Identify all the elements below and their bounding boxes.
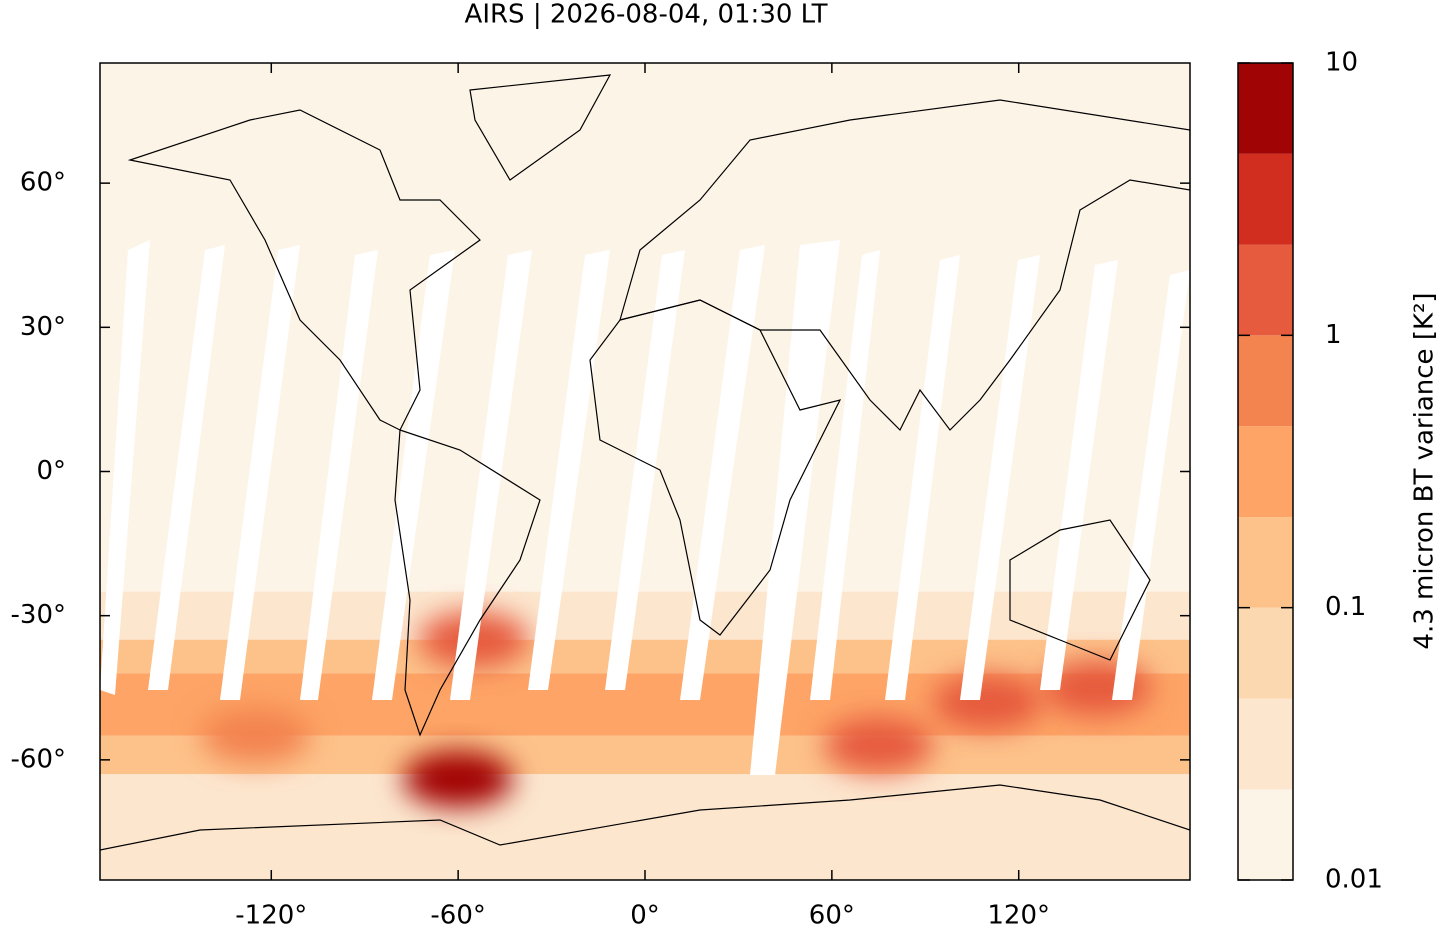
hotspot: [932, 674, 1043, 731]
swath-gap: [680, 245, 765, 700]
colorbar-tick-label: 0.01: [1325, 865, 1383, 895]
colorbar-swatch: [1238, 607, 1293, 699]
colorbar-swatch: [1238, 244, 1293, 336]
y-tick-label: 0°: [36, 456, 66, 486]
swath-gap: [605, 250, 685, 690]
swath-gap: [810, 250, 880, 700]
swath-gap: [450, 250, 532, 700]
swath-gap: [300, 250, 378, 700]
hotspot: [823, 717, 934, 774]
swath-gap: [372, 250, 455, 700]
field-band: [100, 774, 1190, 818]
coastline: [619, 99, 1190, 432]
swath-gap: [960, 255, 1040, 700]
x-tick-label: -60°: [430, 901, 485, 931]
swath-gap: [1040, 260, 1118, 690]
colorbar-tick-label: 10: [1325, 48, 1358, 78]
hotspot: [200, 707, 311, 764]
coastline: [127, 109, 481, 431]
colorbar-swatch: [1238, 517, 1293, 608]
colorbar-tick-label: 0.1: [1325, 592, 1366, 622]
field-band: [100, 817, 1190, 880]
field-band: [100, 591, 1190, 640]
swath-gap: [1112, 270, 1190, 700]
y-tick-label: -60°: [11, 744, 66, 774]
x-tick-label: 60°: [809, 901, 855, 931]
hotspot: [403, 751, 514, 808]
y-tick-label: 60°: [20, 168, 66, 198]
field-layer: [100, 63, 1190, 880]
coastlines: [100, 74, 1190, 851]
colorbar-frame: [1237, 62, 1294, 881]
colorbar-label: 4.3 micron BT variance [K²]: [1410, 292, 1440, 649]
x-tick-label: -120°: [235, 901, 307, 931]
coastline: [469, 74, 612, 181]
x-tick-label: 0°: [630, 901, 660, 931]
y-tick-label: -30°: [11, 600, 66, 630]
colorbar-swatch: [1238, 789, 1293, 880]
swath-gap: [100, 240, 150, 695]
x-tick-label: 120°: [987, 901, 1050, 931]
chart-title: AIRS | 2026-08-04, 01:30 LT: [465, 0, 828, 30]
swath-gap: [148, 245, 225, 690]
coastline: [394, 429, 541, 737]
swath-gap: [885, 255, 960, 700]
colorbar-swatch: [1238, 426, 1293, 518]
colorbar-swatch: [1238, 698, 1293, 790]
swath-gap: [750, 240, 840, 775]
swath-gaps: [100, 240, 1190, 775]
colorbar-swatch: [1238, 63, 1293, 154]
coastline: [589, 299, 842, 636]
colorbar: 0.01 0.1 1 10: [1237, 48, 1383, 895]
swath-gap: [220, 245, 300, 700]
colorbar-swatch: [1238, 153, 1293, 245]
coastline: [100, 784, 1190, 851]
coastline: [1009, 519, 1151, 661]
y-tick-label: 30°: [20, 312, 66, 342]
axes: -120° -60° 0° 60° 120° -60° -30° 0° 30° 60°: [11, 63, 1190, 931]
colorbar-tick-label: 1: [1325, 320, 1342, 350]
colorbar-swatch: [1238, 335, 1293, 427]
field-band: [100, 639, 1190, 674]
